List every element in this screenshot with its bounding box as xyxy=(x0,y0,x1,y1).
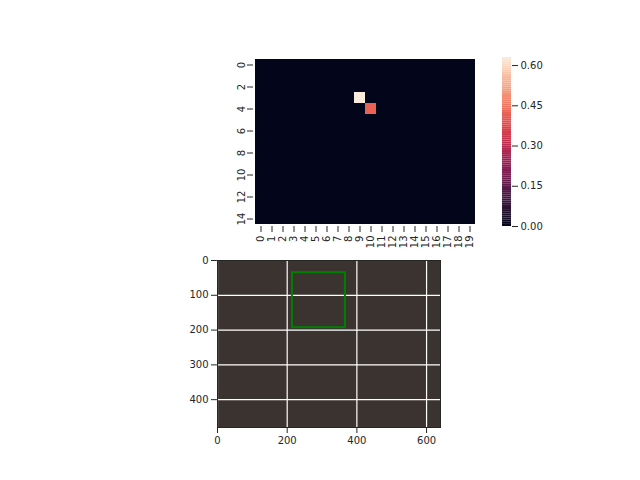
svg-text:14: 14 xyxy=(409,236,420,249)
svg-text:12: 12 xyxy=(387,236,398,249)
svg-text:600: 600 xyxy=(417,435,436,446)
svg-text:0: 0 xyxy=(202,255,208,266)
svg-text:11: 11 xyxy=(376,236,387,249)
svg-text:10: 10 xyxy=(365,236,376,249)
svg-text:200: 200 xyxy=(189,324,208,335)
svg-text:100: 100 xyxy=(189,289,208,300)
svg-text:14: 14 xyxy=(236,213,247,226)
svg-text:0.45: 0.45 xyxy=(521,100,543,111)
svg-text:2: 2 xyxy=(236,84,247,90)
svg-text:18: 18 xyxy=(453,236,464,249)
svg-text:8: 8 xyxy=(343,236,354,242)
svg-text:400: 400 xyxy=(347,435,366,446)
svg-text:16: 16 xyxy=(431,236,442,249)
svg-text:0: 0 xyxy=(236,62,247,68)
svg-text:0.15: 0.15 xyxy=(521,180,543,191)
svg-text:13: 13 xyxy=(398,236,409,249)
svg-text:4: 4 xyxy=(299,236,310,242)
svg-text:6: 6 xyxy=(321,236,332,242)
svg-text:12: 12 xyxy=(236,191,247,204)
svg-text:17: 17 xyxy=(442,236,453,249)
svg-text:15: 15 xyxy=(420,236,431,249)
svg-text:0: 0 xyxy=(255,236,266,242)
svg-text:300: 300 xyxy=(189,359,208,370)
svg-text:1: 1 xyxy=(266,236,277,242)
svg-text:400: 400 xyxy=(189,394,208,405)
svg-text:3: 3 xyxy=(288,236,299,242)
svg-text:5: 5 xyxy=(310,236,321,242)
svg-text:9: 9 xyxy=(354,236,365,242)
svg-text:2: 2 xyxy=(277,236,288,242)
svg-text:200: 200 xyxy=(278,435,297,446)
svg-text:7: 7 xyxy=(332,236,343,242)
svg-text:0: 0 xyxy=(214,435,220,446)
svg-text:6: 6 xyxy=(236,128,247,134)
svg-text:4: 4 xyxy=(236,106,247,112)
svg-text:0.30: 0.30 xyxy=(521,140,543,151)
svg-text:19: 19 xyxy=(464,236,475,249)
svg-text:0.00: 0.00 xyxy=(521,221,543,232)
svg-text:0.60: 0.60 xyxy=(521,60,543,71)
svg-text:8: 8 xyxy=(236,150,247,156)
svg-text:10: 10 xyxy=(236,169,247,182)
